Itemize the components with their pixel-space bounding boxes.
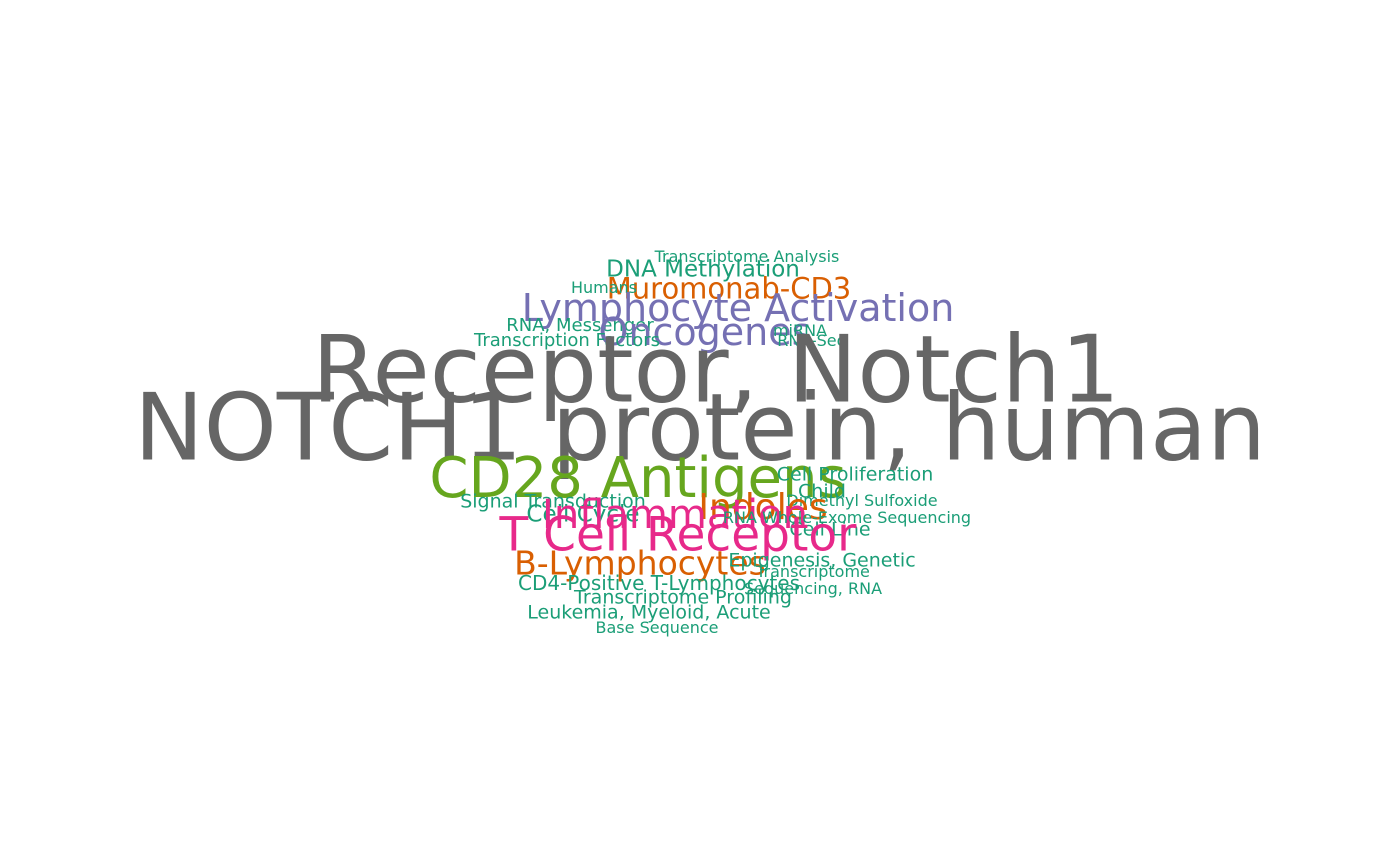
cloud-word: NOTCH1 protein, human <box>134 373 1266 482</box>
cloud-word: Epigenesis, Genetic <box>728 549 916 572</box>
cloud-word: Transcriptome Analysis <box>654 247 840 266</box>
cloud-word: Receptor, Notch1 <box>312 315 1120 424</box>
cloud-word: Cell Proliferation <box>776 463 934 486</box>
cloud-word: Cell Cycle <box>526 501 640 528</box>
cloud-word: CD28 Antigens <box>429 446 847 511</box>
cloud-word: Humans <box>570 278 638 297</box>
cloud-word: T Cell Receptor <box>499 507 857 563</box>
cloud-word: Oncogenes <box>598 310 812 354</box>
cloud-word: Lymphocyte Activation <box>521 286 955 330</box>
cloud-word: Inflammation <box>542 492 808 538</box>
cloud-word: B-Lymphocytes <box>514 543 766 583</box>
cloud-word: Transcriptome <box>756 562 870 581</box>
cloud-word: Transcriptome Profiling <box>574 586 792 609</box>
cloud-word: RNA Whole-Exome Sequencing <box>722 508 972 527</box>
cloud-word: Muromonab-CD3 <box>606 271 852 306</box>
cloud-word: CD4-Positive T-Lymphocytes <box>518 571 800 595</box>
cloud-word: Child <box>798 480 846 503</box>
cloud-word: Sequencing, RNA <box>743 579 883 598</box>
cloud-word: Indoles <box>698 487 828 528</box>
cloud-word: Signal Transduction <box>460 490 646 513</box>
cloud-word: Leukemia, Myeloid, Acute <box>527 601 771 624</box>
cloud-word: RNA-Seq <box>777 331 847 350</box>
cloud-word: RNA, Messenger <box>506 315 654 336</box>
cloud-word: DNA Methylation <box>606 256 800 283</box>
cloud-word: miRNA <box>772 321 828 340</box>
cloud-word: Dimethyl Sulfoxide <box>786 491 938 510</box>
cloud-word: Cell Line <box>789 518 871 541</box>
cloud-word: Base Sequence <box>595 618 719 637</box>
cloud-word: Transcription Factors <box>474 330 660 351</box>
